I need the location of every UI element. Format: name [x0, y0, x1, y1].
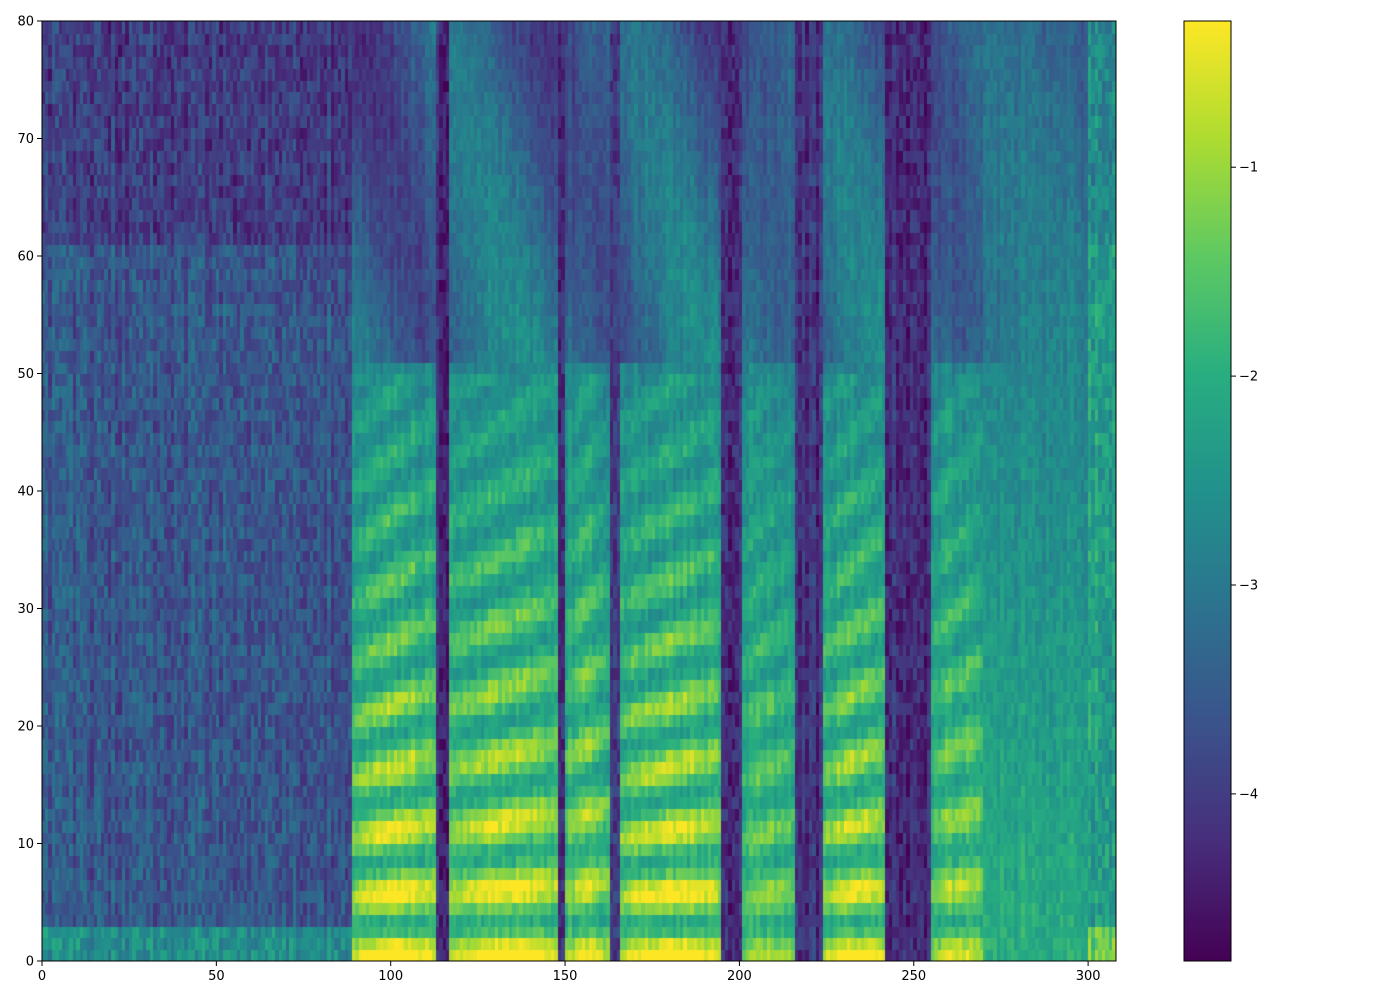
y-tick-label: 80	[17, 15, 34, 30]
colorbar-gradient	[1184, 21, 1231, 961]
y-axis: 0 10 20 30 40 50 60 70 80	[17, 15, 42, 970]
x-tick-label: 150	[553, 969, 578, 984]
colorbar-tick-label: −2	[1239, 370, 1258, 385]
colorbar-tick-label: −1	[1239, 161, 1258, 176]
y-tick-label: 10	[17, 837, 34, 852]
colorbar: −1 −2 −3 −4	[1183, 20, 1258, 962]
colorbar-ticks: −1 −2 −3 −4	[1231, 161, 1258, 802]
colorbar-tick-label: −3	[1239, 579, 1258, 594]
colorbar-frame	[1183, 20, 1232, 962]
y-tick-label: 20	[17, 720, 34, 735]
x-tick-label: 300	[1076, 969, 1101, 984]
y-tick-label: 60	[17, 250, 34, 265]
y-tick-label: 50	[17, 367, 34, 382]
y-tick-label: 40	[17, 485, 34, 500]
x-tick-label: 50	[208, 969, 225, 984]
x-axis: 0 50 100 150 200 250 300	[38, 961, 1101, 984]
y-tick-label: 70	[17, 132, 34, 147]
y-tick-label: 30	[17, 602, 34, 617]
x-tick-label: 200	[727, 969, 752, 984]
x-tick-label: 250	[901, 969, 926, 984]
y-tick-label: 0	[26, 955, 34, 970]
colorbar-tick-label: −4	[1239, 787, 1258, 802]
x-tick-label: 100	[378, 969, 403, 984]
spectrogram-heatmap	[42, 21, 1116, 961]
x-tick-label: 0	[38, 969, 46, 984]
